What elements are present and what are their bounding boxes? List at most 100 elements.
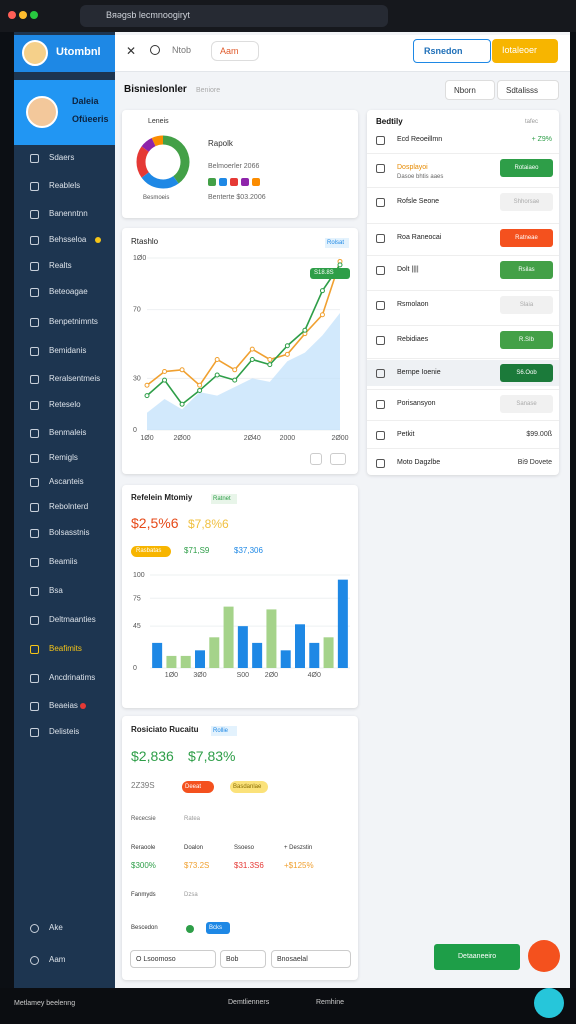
nav-icon	[30, 262, 39, 271]
nav-item[interactable]: Ancdrinatims	[49, 673, 96, 682]
button[interactable]: Rsnedon	[413, 39, 491, 63]
nav-item[interactable]: Bolsasstnis	[49, 528, 90, 537]
input[interactable]: Bob	[220, 950, 266, 968]
card-title: Leneis	[148, 118, 169, 125]
row-value: Bi9 Dovete	[517, 459, 552, 466]
nav-item[interactable]: Bemidanis	[49, 346, 87, 355]
card-title: Rtashlo	[131, 237, 159, 246]
row-action[interactable]: Rotaiaeo	[500, 159, 553, 177]
chip: 2Z39S	[131, 781, 155, 790]
row-action[interactable]: Shhorsae	[500, 193, 553, 211]
nav-item[interactable]: Reralsentmeis	[49, 374, 101, 383]
status-text: Metlamey beelenng	[14, 1000, 76, 1007]
nav-item[interactable]: Beamiis	[49, 557, 78, 566]
dropdown-label[interactable]: Fanmyds	[131, 892, 156, 898]
nav-item[interactable]: Remigls	[49, 453, 78, 462]
card-title: Refelein Mtomiy	[131, 493, 193, 502]
label: Rececsie	[131, 816, 156, 822]
nav-item[interactable]: Benmaleis	[49, 428, 87, 437]
filter[interactable]: Sdtalisss	[497, 80, 559, 100]
tag[interactable]: Bcks	[206, 922, 230, 934]
row-label: Ecd Reoeillmn	[397, 136, 443, 143]
fab[interactable]	[528, 940, 560, 972]
row-label: Bernpe Ioenie	[397, 369, 441, 376]
input[interactable]: O Lsoomoso	[130, 950, 216, 968]
row-action[interactable]: S6.Oob	[500, 364, 553, 382]
help-button[interactable]	[534, 988, 564, 1018]
tab[interactable]: Remhine	[316, 999, 345, 1006]
row-label: Rofsle Seone	[397, 198, 440, 205]
row-label: Dosplayoi	[397, 164, 428, 171]
nav-item[interactable]: Sdaers	[49, 153, 75, 162]
card-title: Rosiciato Rucaitu	[131, 725, 199, 734]
row-action[interactable]: Rsilas	[500, 261, 553, 279]
nav-item[interactable]: Beafimits	[49, 644, 82, 653]
nav-icon	[30, 401, 39, 410]
window-dot	[19, 11, 27, 19]
row-icon	[376, 198, 385, 207]
button[interactable]: Iotaleoer	[492, 39, 558, 63]
nav-item[interactable]: Ascanteis	[49, 477, 84, 486]
nav-item[interactable]: Bsa	[49, 586, 63, 595]
row-divider	[367, 255, 559, 256]
row-icon	[376, 234, 385, 243]
table-header: + Deszstin	[284, 845, 313, 851]
search-text[interactable]: Ntob	[172, 45, 192, 55]
row-label: Moto Dagzlbe	[397, 459, 441, 466]
row-divider	[367, 187, 559, 188]
nav-item[interactable]: Banenntnn	[49, 209, 88, 218]
row-divider	[367, 223, 559, 224]
primary-button[interactable]: Detaaneeiro	[434, 944, 520, 970]
nav-item[interactable]: Benpetnimnts	[49, 317, 98, 326]
row-icon	[376, 266, 385, 275]
table-header: Ssoeso	[234, 845, 255, 851]
icon-button[interactable]	[310, 453, 322, 465]
row-label: Petkit	[397, 431, 415, 438]
nav-item[interactable]: Realts	[49, 261, 72, 270]
nav-icon	[30, 288, 39, 297]
nav-item[interactable]: Deltmaanties	[49, 615, 96, 624]
nav-item[interactable]: Rebolnterd	[49, 502, 89, 511]
dropdown-value[interactable]: Dzsa	[184, 892, 198, 898]
nav-item[interactable]: Beteoagae	[49, 287, 88, 296]
row-icon	[376, 136, 385, 145]
nav-item[interactable]: Beaeias	[49, 701, 78, 710]
row-action[interactable]: R.SIb	[500, 331, 553, 349]
nav-badge	[95, 237, 101, 243]
badge: Rolsat	[325, 238, 349, 248]
nav-icon	[30, 429, 39, 438]
row-action[interactable]: Ratneae	[500, 229, 553, 247]
row-action[interactable]: Sanase	[500, 395, 553, 413]
nav-icon	[30, 674, 39, 683]
table-cell: $31.3S6	[234, 861, 264, 870]
row-value: $99.00ß	[526, 431, 552, 438]
chip: $71,S9	[184, 546, 210, 555]
tab[interactable]: Demtlienners	[228, 999, 270, 1006]
icon-button[interactable]	[330, 453, 346, 465]
nav-footer-item[interactable]: Aam	[49, 955, 66, 964]
nav-icon	[30, 154, 39, 163]
filter-chip[interactable]: Aam	[211, 41, 259, 61]
nav-icon	[30, 587, 39, 596]
nav-item[interactable]: Reablels	[49, 181, 81, 190]
input[interactable]: Bnosaelal	[271, 950, 351, 968]
legend-swatch	[208, 178, 216, 186]
row-action[interactable]: Slaia	[500, 296, 553, 314]
nav-item[interactable]: Behsseloa	[49, 235, 87, 244]
nav-icon	[30, 956, 39, 965]
nav-icon	[30, 318, 39, 327]
profile-name: Daleia	[72, 96, 99, 106]
filter[interactable]: Nborn	[445, 80, 495, 100]
row-icon	[376, 431, 385, 440]
legend-swatch	[252, 178, 260, 186]
profile-role: Ofüeeris	[72, 114, 109, 124]
nav-item[interactable]: Reteselo	[49, 400, 81, 409]
address-text: Bяəgsb lecmnoogiryt	[106, 10, 190, 20]
row-divider	[367, 389, 559, 390]
table-cell: $300%	[131, 861, 156, 870]
nav-item[interactable]: Delisteis	[49, 727, 80, 736]
nav-footer-item[interactable]: Ake	[49, 923, 63, 932]
kpi: $2,836	[131, 748, 174, 764]
row-divider	[367, 325, 559, 326]
